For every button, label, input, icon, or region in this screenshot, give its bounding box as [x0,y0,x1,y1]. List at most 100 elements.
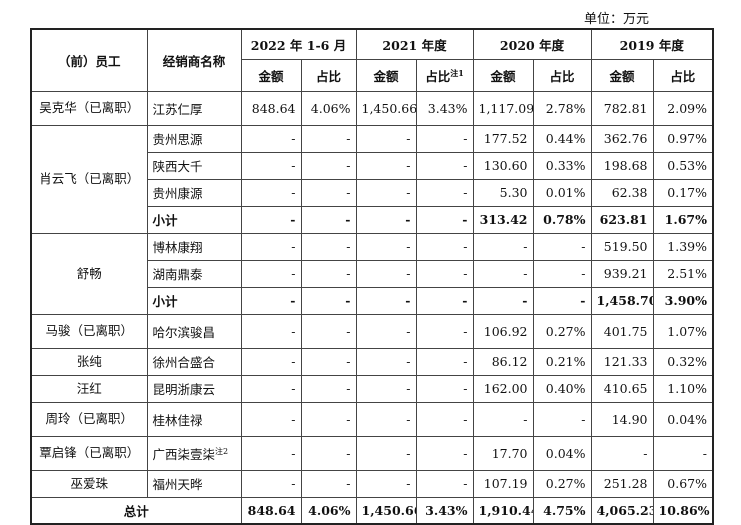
value-cell: - [240,401,302,437]
note-marker: 注1 [450,67,464,78]
note-marker: 注2 [215,446,229,456]
value-cell: 2.78% [532,90,592,126]
value-cell: 782.81 [590,90,654,126]
value-cell: 0.97% [652,124,714,153]
value-cell: - [415,205,474,234]
employee-cell: 肖云飞（已离职） [30,124,148,234]
value-cell: 5.30 [472,178,534,207]
header-row: （前）员工 经销商名称 2022 年 1-6 月 2021 年度 2020 年度 2019… [30,28,714,92]
value-cell: - [532,232,592,261]
header-row: 金额 占比 金额 占比注1 金额 占比 金额 占比 [31,58,714,92]
dealer-cell: 博林康翔 [146,232,242,261]
data-row: 贵州康源 - - - -5.30 0.01% 62.38 0.17% [31,178,714,207]
dealer-cell: 陕西大千 [146,151,242,180]
value-cell: - [240,124,302,153]
value-cell: - [415,286,474,315]
value-cell: 1,450.66 [355,90,417,126]
value-cell: 0.78% [532,205,592,234]
data-row: 吴克华（已离职） 江苏仁厚 848.64 4.06% 1,450.66 3.43% 1,11… [30,90,714,126]
employee-cell: 巫爱珠 [30,469,148,498]
subtotal-row: 小计 - - - - - -1,458.70 3.90% [31,286,714,315]
dealer-name: 桂林佳禄 [152,412,203,428]
dealer-cell: 广西柒壹柒注2 [146,435,242,471]
value-cell: 0.17% [652,178,714,207]
value-cell: 177.52 [472,124,534,153]
value-cell: - [355,124,417,153]
value-cell: 62.38 [590,178,654,207]
value-cell: 401.75 [590,313,654,349]
value-cell: 3.90% [652,286,714,315]
value-cell: - [355,469,417,498]
table-header: （前）员工 经销商名称 2022 年 1-6 月 2021 年度 2020 年度 2019… [30,28,714,92]
value-cell: 848.64 [240,496,302,525]
dealer-name: 贵州康源 [152,186,203,201]
value-cell: - [355,178,417,207]
value-cell: 0.32% [652,347,714,376]
period-header: 2020 年度 [472,28,592,60]
value-cell: - [300,124,357,153]
value-cell: - [415,259,474,288]
value-cell: 251.28 [590,469,654,498]
employee-cell: 张纯 [30,347,148,376]
value-cell: 0.33% [532,151,592,180]
value-cell: 0.53% [652,151,714,180]
value-cell: 1.10% [652,374,714,403]
sub-header-text: 金额 [609,68,635,84]
value-cell: 106.92 [472,313,534,349]
dealer-header: 经销商名称 [146,28,242,92]
value-cell: - [355,401,417,437]
value-cell: - [300,374,357,403]
value-cell: - [300,313,357,349]
value-cell: 198.68 [590,151,654,180]
value-cell: - [240,232,302,261]
value-cell: - [240,205,302,234]
dealer-cell: 徐州合盛合 [146,347,242,376]
value-cell: - [415,151,474,180]
value-cell: 410.65 [590,374,654,403]
data-row: 巫爱珠 福州天晔 - - - -107.19 0.27% 251.28 0.67% [30,469,714,498]
value-cell: 121.33 [590,347,654,376]
dealer-name: 博林康翔 [152,240,203,255]
sub-header-text: 金额 [258,68,284,84]
value-cell: 0.04% [652,401,714,437]
period-header: 2019 年度 [590,28,714,60]
subtotal-label: 小计 [146,286,242,315]
employee-cell: 马骏（已离职） [30,313,148,349]
value-cell: 313.42 [472,205,534,234]
value-cell: 1,458.70 [590,286,654,315]
value-cell: - [355,435,417,471]
employee-cell: 覃启锋（已离职） [30,435,148,471]
data-row: 汪红 昆明浙康云 - - - -162.00 0.40% 410.65 1.10% [30,374,714,403]
value-cell: 4.06% [300,496,357,525]
value-cell: 2.09% [652,90,714,126]
value-cell: 519.50 [590,232,654,261]
sales-table: （前）员工 经销商名称 2022 年 1-6 月 2021 年度 2020 年度 2019… [30,28,714,525]
dealer-name: 哈尔滨骏昌 [152,324,216,340]
period-header: 2022 年 1-6 月 [240,28,357,60]
value-cell: 130.60 [472,151,534,180]
value-cell: 1.07% [652,313,714,349]
value-cell: 4.75% [532,496,592,525]
table-body: 吴克华（已离职） 江苏仁厚 848.64 4.06% 1,450.66 3.43% 1,11… [30,90,714,525]
value-cell: 1,910.44 [472,496,534,525]
sub-header: 金额 [472,58,534,92]
value-cell: 4,065.23 [590,496,654,525]
value-cell: 4.06% [300,90,357,126]
dealer-name: 广西柒壹柒 [152,446,216,462]
value-cell: 3.43% [415,90,474,126]
value-cell: 10.86% [652,496,714,525]
value-cell: 1.67% [652,205,714,234]
dealer-cell: 贵州康源 [146,178,242,207]
dealer-cell: 昆明浙康云 [146,374,242,403]
value-cell: - [300,178,357,207]
value-cell: 1,450.66 [355,496,417,525]
value-cell: - [300,232,357,261]
period-header: 2021 年度 [355,28,474,60]
value-cell: - [415,232,474,261]
data-row: 马骏（已离职） 哈尔滨骏昌 - - - -106.92 0.27% 401.75 1.07% [30,313,714,349]
value-cell: 1.39% [652,232,714,261]
value-cell: - [240,347,302,376]
value-cell: - [355,151,417,180]
value-cell: - [415,401,474,437]
value-cell: 0.27% [532,469,592,498]
